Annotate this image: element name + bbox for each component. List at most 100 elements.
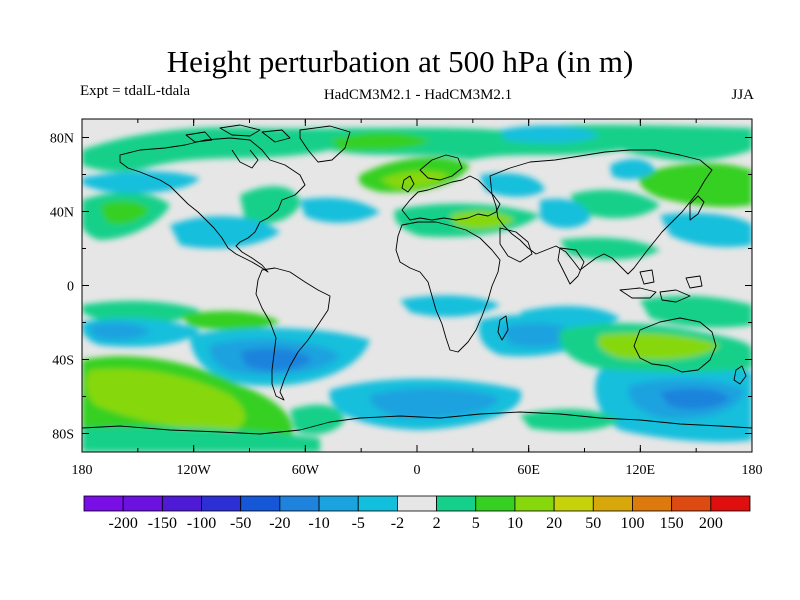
coastline-india xyxy=(557,247,585,285)
colorbar-label: 200 xyxy=(699,515,723,532)
coastline-australia xyxy=(633,317,717,373)
contour-field xyxy=(180,310,280,331)
contour-field xyxy=(380,170,450,189)
coastline-scandinavia xyxy=(419,154,463,181)
colorbar-label: 100 xyxy=(620,515,644,532)
colorbar-swatch xyxy=(83,495,124,512)
contour-field xyxy=(240,186,300,224)
contour-field xyxy=(369,388,500,419)
contour-field xyxy=(540,198,590,229)
model-label: HadCM3M2.1 - HadCM3M2.1 xyxy=(323,87,513,103)
colorbar-swatch xyxy=(514,495,555,512)
colorbar-label: -150 xyxy=(148,515,177,532)
x-tick-label: 120W xyxy=(177,463,212,478)
colorbar-label: 10 xyxy=(507,515,523,532)
contour-field xyxy=(82,171,200,194)
contour-field xyxy=(500,125,600,144)
colorbar-swatch xyxy=(201,495,242,512)
contour-field xyxy=(90,322,150,341)
x-tick-label: 180 xyxy=(742,463,763,478)
coastline-antarctica xyxy=(82,411,752,435)
coastline-japan xyxy=(689,195,705,221)
x-axis: 180 120W 60W 0 60E 120E 180 xyxy=(72,119,763,478)
contour-field xyxy=(100,200,150,225)
contour-fields xyxy=(82,124,752,452)
contour-field xyxy=(520,408,620,432)
colorbar-swatch xyxy=(553,495,594,512)
season-label: JJA xyxy=(731,87,754,103)
coastline-north-america xyxy=(119,137,306,273)
x-tick-label: 60W xyxy=(292,463,320,478)
colorbar-label: 50 xyxy=(585,515,601,532)
coastline-asia xyxy=(489,149,713,275)
contour-field xyxy=(570,189,660,219)
contour-field xyxy=(660,213,752,247)
colorbar-label: -10 xyxy=(308,515,329,532)
contour-field xyxy=(480,173,545,197)
x-tick-label: 0 xyxy=(414,463,421,478)
contour-field xyxy=(170,216,280,249)
y-tick-label: 40N xyxy=(50,206,74,221)
chart-title: Height perturbation at 500 hPa (in m) xyxy=(166,44,634,79)
y-axis: 80N 40N 0 40S 80S xyxy=(50,132,752,443)
coastline-hudson xyxy=(231,149,259,169)
colorbar-swatch xyxy=(240,495,281,512)
colorbar-swatch xyxy=(632,495,673,512)
contour-field xyxy=(82,426,320,452)
colorbar-swatch xyxy=(710,495,751,512)
contour-field xyxy=(640,295,752,328)
colorbar-label: -50 xyxy=(230,515,251,532)
y-tick-label: 80S xyxy=(52,428,74,443)
y-tick-label: 80N xyxy=(50,132,74,147)
colorbar-label: 150 xyxy=(660,515,684,532)
y-tick-label: 0 xyxy=(67,280,74,295)
contour-field xyxy=(82,300,200,324)
coastline-arabia xyxy=(499,227,533,263)
contour-field xyxy=(300,197,380,223)
experiment-label: Expt = tdalL-tdala xyxy=(80,83,191,99)
contour-field xyxy=(560,237,660,260)
x-tick-label: 120E xyxy=(626,463,656,478)
contour-field xyxy=(610,158,655,180)
colorbar-swatch xyxy=(318,495,359,512)
contour-field xyxy=(330,132,430,150)
contour-field xyxy=(597,332,720,360)
coastline-indonesia xyxy=(619,269,703,303)
colorbar-swatch xyxy=(475,495,516,512)
coastline-new-zealand xyxy=(733,365,747,385)
colorbar-label: -100 xyxy=(187,515,216,532)
x-tick-label: 60E xyxy=(517,463,540,478)
colorbar-swatch xyxy=(161,495,202,512)
contour-field xyxy=(290,404,345,435)
coastline-madagascar xyxy=(497,315,509,341)
coastline-south-america xyxy=(255,267,331,401)
contour-field xyxy=(660,388,730,410)
coastlines xyxy=(82,124,752,435)
colorbar-swatch xyxy=(592,495,633,512)
contour-field xyxy=(240,348,312,371)
coastline-greenland xyxy=(299,125,351,163)
colorbar-swatch xyxy=(397,495,437,512)
coastline-uk xyxy=(401,175,415,193)
colorbar-label: -2 xyxy=(391,515,404,532)
colorbar-swatch xyxy=(357,495,398,512)
contour-field xyxy=(86,368,245,432)
colorbar-swatch xyxy=(671,495,712,512)
x-tick-label: 180 xyxy=(72,463,93,478)
colorbar-label: -5 xyxy=(352,515,365,532)
colorbar-swatch xyxy=(122,495,163,512)
map-plot-area xyxy=(82,119,752,452)
colorbar-label: 20 xyxy=(546,515,562,532)
colorbar-label: -20 xyxy=(269,515,290,532)
y-tick-label: 40S xyxy=(52,354,74,369)
contour-field xyxy=(639,163,752,208)
colorbar: -200 -150 -100 -50 -20 -10 -5 -2 2 5 10 20 50 100 150 2… xyxy=(83,495,751,532)
colorbar-swatch xyxy=(436,495,477,512)
coastline-arctic-islands xyxy=(185,124,291,143)
contour-field xyxy=(450,210,515,230)
colorbar-label: 5 xyxy=(472,515,480,532)
coastline-europe xyxy=(401,175,501,221)
colorbar-label: 2 xyxy=(433,515,441,532)
colorbar-label: -200 xyxy=(109,515,138,532)
